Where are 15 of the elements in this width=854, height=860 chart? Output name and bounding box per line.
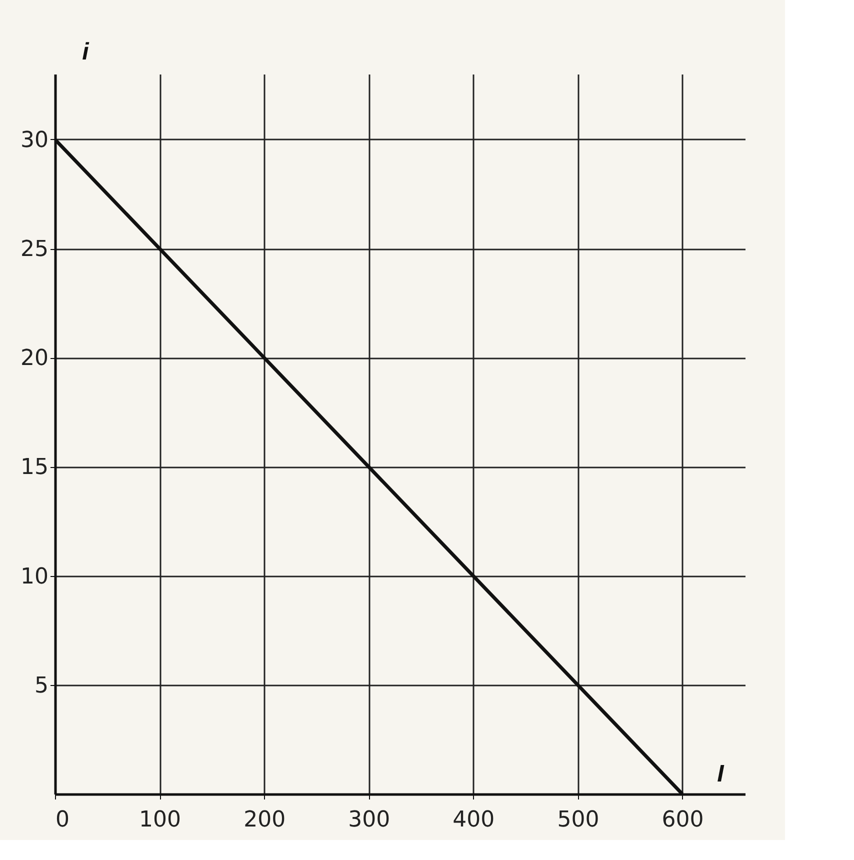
x-tick-label: 100 xyxy=(139,808,182,832)
y-tick-label: 20 xyxy=(20,346,48,372)
x-tick-label: 0 xyxy=(56,808,70,832)
x-tick-label: 600 xyxy=(662,808,704,832)
x-tick-label: 500 xyxy=(557,808,600,832)
x-axis-title: I xyxy=(717,760,726,788)
y-tick-label: 30 xyxy=(20,128,48,153)
x-tick-label: 400 xyxy=(452,808,495,832)
x-tick-label: 200 xyxy=(244,808,286,832)
y-axis-title: i xyxy=(82,38,90,66)
y-tick-label: 25 xyxy=(20,237,48,262)
y-tick-label: 10 xyxy=(20,564,48,590)
x-tick-label: 300 xyxy=(348,808,390,832)
y-tick-label: 5 xyxy=(34,673,48,698)
y-tick-label: 15 xyxy=(20,455,48,480)
